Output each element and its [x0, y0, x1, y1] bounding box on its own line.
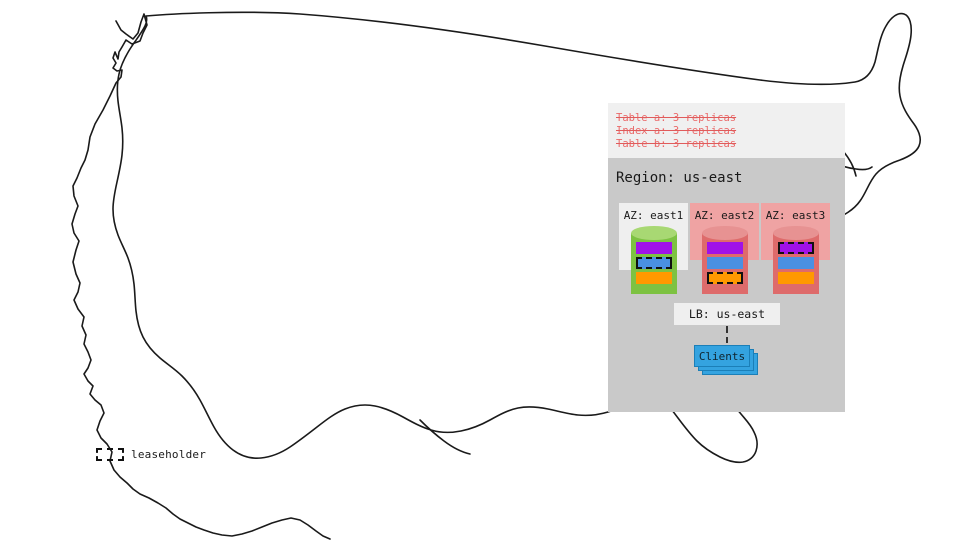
replica-line: Index a: 3 replicas — [616, 125, 737, 137]
replica-bars — [635, 242, 672, 284]
lb-clients-connector — [726, 326, 728, 343]
replica-list: Table a: 3 replicas Index a: 3 replicas … — [616, 112, 736, 151]
database-cylinder-east1 — [630, 226, 677, 294]
region-panel: Table a: 3 replicas Index a: 3 replicas … — [608, 103, 845, 412]
region-title: Region: us-east — [616, 170, 743, 186]
az-label: AZ: east2 — [694, 209, 755, 222]
dashed-rect-icon — [96, 448, 124, 461]
clients-stack[interactable]: Clients — [694, 345, 760, 377]
az-box-east1[interactable]: AZ: east1 — [619, 203, 688, 294]
replica-bar-table-b — [777, 272, 814, 284]
panel-body: Region: us-east AZ: east1 AZ: east2 — [608, 158, 845, 412]
replica-bar-index-a — [706, 257, 743, 269]
az-label: AZ: east1 — [623, 209, 684, 222]
replica-bar-table-a — [635, 242, 672, 254]
cylinder-top — [701, 226, 748, 240]
cylinder-top — [630, 226, 677, 240]
cylinder-top — [772, 226, 819, 240]
legend: leaseholder — [96, 448, 206, 461]
replica-bar-table-a — [777, 242, 814, 254]
replica-bar-table-a — [706, 242, 743, 254]
az-box-east2[interactable]: AZ: east2 — [690, 203, 759, 294]
database-cylinder-east2 — [701, 226, 748, 294]
replica-bar-table-b — [706, 272, 743, 284]
legend-label: leaseholder — [131, 448, 207, 461]
replica-bar-index-a — [635, 257, 672, 269]
replica-bar-table-b — [635, 272, 672, 284]
database-cylinder-east3 — [772, 226, 819, 294]
replica-line: Table a: 3 replicas — [616, 112, 737, 124]
load-balancer-box[interactable]: LB: us-east — [674, 303, 780, 325]
replica-bars — [706, 242, 743, 284]
az-box-east3[interactable]: AZ: east3 — [761, 203, 830, 294]
clients-card-front[interactable]: Clients — [694, 345, 750, 367]
az-label: AZ: east3 — [765, 209, 826, 222]
replica-bars — [777, 242, 814, 284]
replica-line: Table b: 3 replicas — [616, 138, 737, 150]
panel-header: Table a: 3 replicas Index a: 3 replicas … — [608, 103, 845, 158]
replica-bar-index-a — [777, 257, 814, 269]
